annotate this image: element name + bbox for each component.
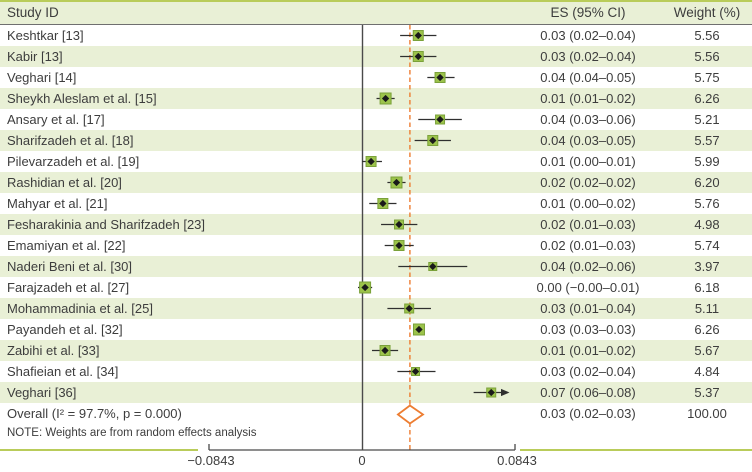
row-es: 0.01 (0.01–0.02): [540, 91, 636, 106]
row-wt: 4.84: [694, 364, 720, 379]
row-wt: 5.76: [694, 196, 720, 211]
table-row: Emamiyan et al. [22] 0.02 (0.01–0.03) 5.74: [0, 235, 752, 256]
table-row: Ansary et al. [17] 0.04 (0.03–0.06) 5.21: [0, 109, 752, 130]
row-es: 0.03 (0.01–0.04): [540, 301, 636, 316]
row-label: Kabir [13]: [7, 49, 63, 64]
study-rows: Keshtkar [13] 0.03 (0.02–0.04) 5.56 Kabir […: [0, 25, 752, 424]
row-wt: 4.98: [694, 217, 720, 232]
x-tick-label-zero: 0: [358, 453, 366, 468]
row-wt: 5.67: [694, 343, 720, 358]
row-wt: 100.00: [687, 406, 727, 421]
table-row: Shafieian et al. [34] 0.03 (0.02–0.04) 4.8…: [0, 361, 752, 382]
bottom-border-line-left: [0, 449, 198, 451]
row-es: 0.07 (0.06–0.08): [540, 385, 636, 400]
row-es: 0.04 (0.04–0.05): [540, 70, 636, 85]
row-label: Rashidian et al. [20]: [7, 175, 122, 190]
table-row: Sheykh Aleslam et al. [15] 0.01 (0.01–0.0…: [0, 88, 752, 109]
table-row: Kabir [13] 0.03 (0.02–0.04) 5.56: [0, 46, 752, 67]
row-es: 0.01 (0.00–0.01): [540, 154, 636, 169]
row-es: 0.02 (0.02–0.02): [540, 175, 636, 190]
row-label: Fesharakinia and Sharifzadeh [23]: [7, 217, 206, 232]
row-es: 0.04 (0.02–0.06): [540, 259, 636, 274]
row-wt: 5.75: [694, 70, 720, 85]
column-header-study-id: Study ID: [7, 5, 59, 20]
row-wt: 5.56: [694, 49, 720, 64]
row-label: Keshtkar [13]: [7, 28, 84, 43]
top-border-line: [0, 0, 752, 2]
column-header-weight: Weight (%): [673, 5, 741, 20]
column-header-es-ci: ES (95% CI): [550, 5, 626, 20]
overall-row: Overall (I² = 97.7%, p = 0.000) 0.03 (0.0…: [0, 403, 752, 424]
row-label: Veghari [36]: [7, 385, 77, 400]
row-label: Emamiyan et al. [22]: [7, 238, 126, 253]
row-label: Mohammadinia et al. [25]: [7, 301, 153, 316]
table-row: Naderi Beni et al. [30] 0.04 (0.02–0.06) 3…: [0, 256, 752, 277]
row-label: Sharifzadeh et al. [18]: [7, 133, 134, 148]
bottom-border-line-right: [520, 449, 752, 451]
x-tick-label-negative: −0.0843: [187, 453, 235, 468]
table-row: Veghari [36] 0.07 (0.06–0.08) 5.37: [0, 382, 752, 403]
row-label: Sheykh Aleslam et al. [15]: [7, 91, 157, 106]
row-label: Shafieian et al. [34]: [7, 364, 119, 379]
row-es: 0.03 (0.02–0.04): [540, 49, 636, 64]
row-es: 0.04 (0.03–0.06): [540, 112, 636, 127]
row-es: 0.02 (0.01–0.03): [540, 238, 636, 253]
row-wt: 5.74: [694, 238, 720, 253]
row-es: 0.03 (0.02–0.04): [540, 364, 636, 379]
row-wt: 5.21: [694, 112, 720, 127]
row-wt: 5.11: [694, 301, 720, 316]
row-label: Payandeh et al. [32]: [7, 322, 123, 337]
row-wt: 6.26: [694, 91, 720, 106]
row-label: Veghari [14]: [7, 70, 77, 85]
row-wt: 5.57: [694, 133, 720, 148]
row-es: 0.01 (0.01–0.02): [540, 343, 636, 358]
table-row: Mohammadinia et al. [25] 0.03 (0.01–0.04)…: [0, 298, 752, 319]
row-es: 0.03 (0.02–0.03): [540, 406, 636, 421]
row-wt: 5.56: [694, 28, 720, 43]
row-es: 0.03 (0.02–0.04): [540, 28, 636, 43]
row-label: Ansary et al. [17]: [7, 112, 105, 127]
row-es: 0.03 (0.03–0.03): [540, 322, 636, 337]
row-es: 0.01 (0.00–0.02): [540, 196, 636, 211]
row-wt: 6.26: [694, 322, 720, 337]
note-text: NOTE: Weights are from random effects an…: [7, 427, 257, 439]
row-label: Overall (I² = 97.7%, p = 0.000): [7, 406, 182, 421]
table-row: Farajzadeh et al. [27] 0.00 (−0.00–0.01) 6…: [0, 277, 752, 298]
row-label: Zabihi et al. [33]: [7, 343, 100, 358]
row-label: Pilevarzadeh et al. [19]: [7, 154, 140, 169]
row-es: 0.04 (0.03–0.05): [540, 133, 636, 148]
row-label: Mahyar et al. [21]: [7, 196, 108, 211]
table-row: Payandeh et al. [32] 0.03 (0.03–0.03) 6.26: [0, 319, 752, 340]
table-row: Sharifzadeh et al. [18] 0.04 (0.03–0.05) 5…: [0, 130, 752, 151]
row-es: 0.02 (0.01–0.03): [540, 217, 636, 232]
table-row: Rashidian et al. [20] 0.02 (0.02–0.02) 6.2…: [0, 172, 752, 193]
row-es: 0.00 (−0.00–0.01): [536, 280, 640, 295]
row-wt: 5.99: [694, 154, 720, 169]
row-wt: 3.97: [694, 259, 720, 274]
row-label: Farajzadeh et al. [27]: [7, 280, 130, 295]
table-row: Fesharakinia and Sharifzadeh [23] 0.02 (0…: [0, 214, 752, 235]
table-row: Keshtkar [13] 0.03 (0.02–0.04) 5.56: [0, 25, 752, 46]
table-header: Study ID ES (95% CI) Weight (%): [0, 2, 752, 25]
row-label: Naderi Beni et al. [30]: [7, 259, 133, 274]
row-wt: 6.18: [694, 280, 720, 295]
row-wt: 5.37: [694, 385, 720, 400]
row-wt: 6.20: [694, 175, 720, 190]
x-tick-label-positive: 0.0843: [497, 453, 537, 468]
table-row: Pilevarzadeh et al. [19] 0.01 (0.00–0.01)…: [0, 151, 752, 172]
table-row: Zabihi et al. [33] 0.01 (0.01–0.02) 5.67: [0, 340, 752, 361]
table-row: Veghari [14] 0.04 (0.04–0.05) 5.75: [0, 67, 752, 88]
table-row: Mahyar et al. [21] 0.01 (0.00–0.02) 5.76: [0, 193, 752, 214]
